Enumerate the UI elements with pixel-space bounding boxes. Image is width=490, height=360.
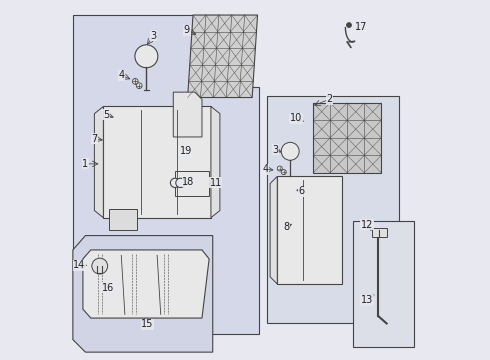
Polygon shape	[188, 15, 258, 98]
Polygon shape	[73, 235, 213, 352]
Text: 10: 10	[290, 113, 302, 123]
Text: 7: 7	[91, 134, 98, 144]
Text: 6: 6	[298, 186, 304, 197]
Polygon shape	[173, 92, 202, 137]
Polygon shape	[95, 107, 103, 218]
Text: 2: 2	[326, 94, 332, 104]
Text: 11: 11	[209, 178, 221, 188]
Text: 4: 4	[118, 70, 124, 80]
Text: 8: 8	[283, 222, 289, 232]
Circle shape	[277, 166, 282, 171]
Polygon shape	[267, 96, 399, 323]
Circle shape	[132, 78, 138, 84]
Text: 3: 3	[272, 144, 278, 154]
Text: 19: 19	[180, 146, 192, 156]
Text: 9: 9	[184, 25, 190, 35]
Polygon shape	[175, 171, 209, 196]
Circle shape	[92, 258, 108, 274]
Polygon shape	[372, 228, 387, 237]
Polygon shape	[353, 221, 414, 347]
Text: 18: 18	[182, 177, 195, 187]
Circle shape	[171, 178, 180, 188]
Polygon shape	[270, 176, 277, 284]
Text: 13: 13	[361, 295, 373, 305]
Text: 4: 4	[263, 164, 269, 174]
Text: 16: 16	[102, 283, 114, 293]
Text: 15: 15	[141, 319, 154, 329]
Polygon shape	[313, 103, 381, 173]
Text: 17: 17	[355, 22, 368, 32]
Polygon shape	[103, 107, 211, 218]
Text: 1: 1	[82, 159, 89, 169]
Circle shape	[281, 142, 299, 160]
Polygon shape	[73, 15, 259, 334]
Circle shape	[281, 170, 286, 175]
Polygon shape	[109, 209, 137, 230]
Polygon shape	[83, 250, 209, 318]
Text: 12: 12	[361, 220, 373, 230]
Polygon shape	[211, 107, 220, 218]
Circle shape	[135, 45, 158, 68]
Text: 5: 5	[103, 110, 109, 120]
Text: 3: 3	[150, 31, 157, 41]
Polygon shape	[277, 176, 342, 284]
Circle shape	[346, 23, 351, 28]
Circle shape	[136, 83, 142, 89]
Text: 14: 14	[73, 260, 85, 270]
Circle shape	[176, 178, 185, 188]
